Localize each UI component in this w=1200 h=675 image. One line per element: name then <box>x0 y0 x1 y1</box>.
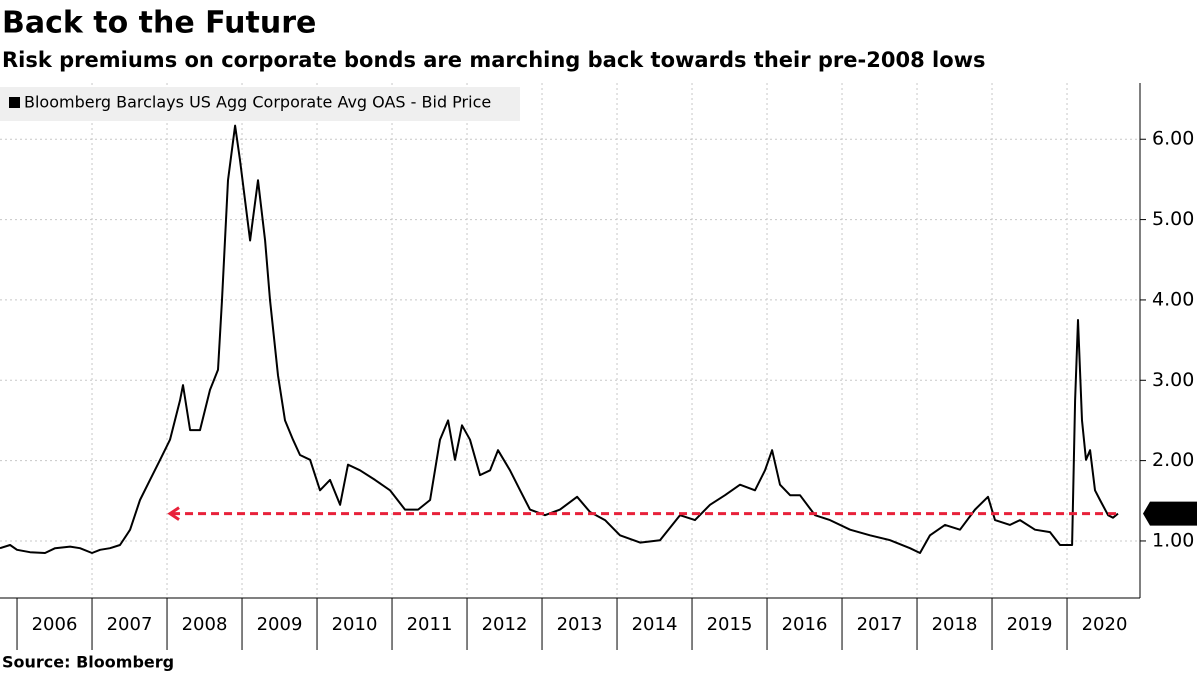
legend-box <box>0 87 520 121</box>
source: Source: Bloomberg <box>2 653 174 672</box>
y-tick-label: 6.00 <box>1152 128 1194 150</box>
x-tick-label: 2020 <box>1082 614 1128 635</box>
y-tick-label: 5.00 <box>1152 208 1194 230</box>
x-tick-label: 2016 <box>782 614 828 635</box>
y-tick-label: 1.00 <box>1152 529 1194 551</box>
chart-subtitle: Risk premiums on corporate bonds are mar… <box>2 48 986 72</box>
last-value-label: 1.34 <box>1154 504 1194 525</box>
x-tick-label: 2014 <box>632 614 678 635</box>
chart-title: Back to the Future <box>2 6 316 41</box>
legend-swatch <box>9 97 20 108</box>
x-tick-label: 2009 <box>257 614 303 635</box>
last-value-box <box>1143 501 1197 526</box>
x-tick-label: 2015 <box>707 614 753 635</box>
x-tick-label: 2018 <box>932 614 978 635</box>
x-tick-label: 2010 <box>332 614 378 635</box>
x-tick-label: 2013 <box>557 614 603 635</box>
x-tick-label: 2007 <box>107 614 153 635</box>
x-tick-label: 2017 <box>857 614 903 635</box>
line <box>0 124 1119 554</box>
x-tick-label: 2006 <box>32 614 78 635</box>
y-tick-label: 3.00 <box>1152 369 1194 391</box>
y-tick-label: 2.00 <box>1152 449 1194 471</box>
x-tick-label: 2008 <box>182 614 228 635</box>
reference-arrow <box>167 506 180 521</box>
x-tick-label: 2011 <box>407 614 453 635</box>
x-tick-label: 2012 <box>482 614 528 635</box>
x-tick-label: 2019 <box>1007 614 1053 635</box>
y-tick-label: 4.00 <box>1152 288 1194 310</box>
legend-label: Bloomberg Barclays US Agg Corporate Avg … <box>24 93 491 112</box>
